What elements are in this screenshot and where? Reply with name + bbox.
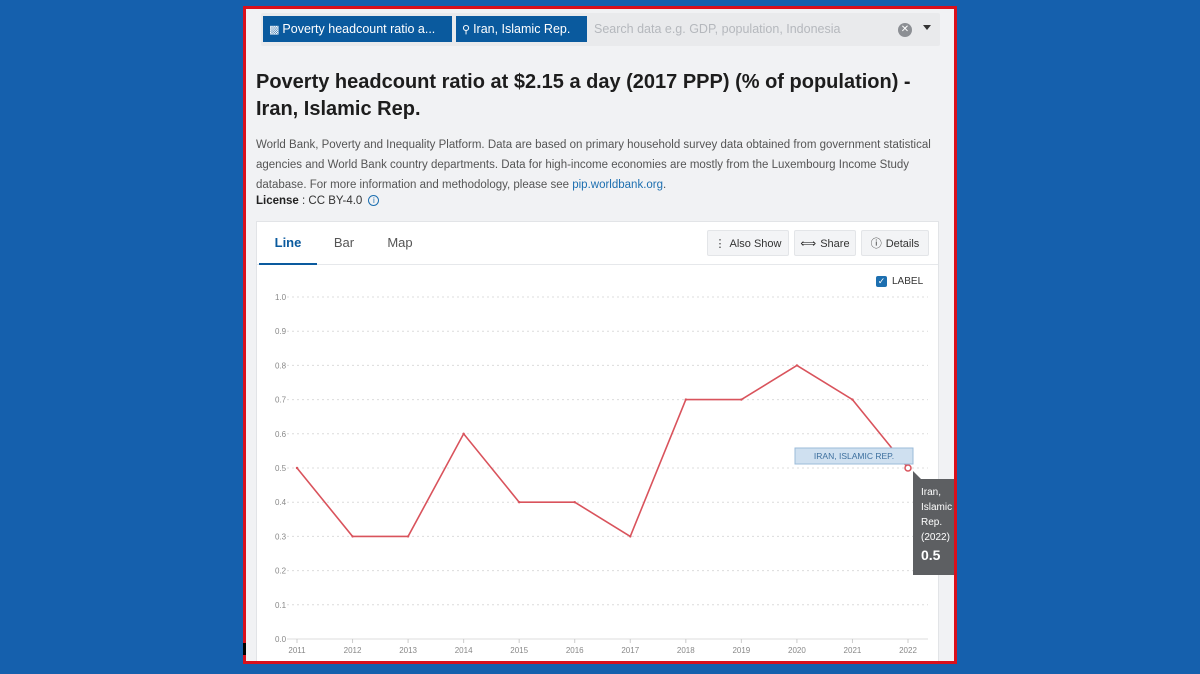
- info-icon[interactable]: i: [368, 195, 380, 206]
- details-button[interactable]: ⓘ Details: [861, 230, 929, 256]
- indicator-filter-pill[interactable]: ▩ Poverty headcount ratio a...: [263, 16, 452, 42]
- embedded-screenshot-frame: ▩ Poverty headcount ratio a... ⚲ Iran, Isl…: [243, 6, 957, 664]
- share-label: Share: [820, 238, 850, 250]
- x-tick-label: 2020: [788, 646, 806, 655]
- y-tick-label: 0.5: [275, 464, 287, 473]
- y-tick-label: 0.7: [275, 396, 287, 405]
- search-input[interactable]: Search data e.g. GDP, population, Indone…: [594, 22, 841, 36]
- data-point: [740, 398, 743, 401]
- label-toggle-text: LABEL: [892, 276, 924, 287]
- also-show-label: Also Show: [729, 238, 782, 250]
- tab-bar[interactable]: Bar: [333, 235, 355, 250]
- data-point: [351, 535, 354, 538]
- tooltip-value: 0.5: [921, 547, 941, 563]
- frame-edge: [243, 643, 246, 655]
- y-tick-label: 0.6: [275, 430, 287, 439]
- description-end: .: [663, 179, 667, 191]
- data-point: [904, 464, 912, 472]
- x-tick-label: 2021: [844, 646, 862, 655]
- y-tick-label: 0.3: [275, 532, 287, 541]
- data-point: [573, 501, 576, 504]
- data-point: [406, 535, 410, 538]
- country-filter-pill[interactable]: ⚲ Iran, Islamic Rep.: [456, 16, 587, 42]
- bar-chart-icon: ▩: [269, 24, 280, 36]
- x-tick-label: 2011: [288, 646, 306, 655]
- y-tick-label: 1.0: [275, 293, 287, 302]
- y-tick-label: 0.1: [275, 601, 287, 610]
- chevron-down-icon[interactable]: [923, 25, 931, 30]
- x-tick-label: 2014: [455, 646, 473, 655]
- tab-line[interactable]: Line: [259, 222, 317, 265]
- description-text: World Bank, Poverty and Inequality Platf…: [256, 139, 931, 191]
- tooltip-country: Iran, Islamic Rep.: [921, 487, 953, 528]
- data-point: [684, 398, 688, 401]
- x-tick-label: 2017: [621, 646, 639, 655]
- chart-card: Line Bar Map ⋮ Also Show ⟺ Share ⓘ Details …: [256, 221, 939, 661]
- data-point: [517, 501, 521, 504]
- license-value: : CC BY-4.0: [298, 195, 363, 207]
- y-tick-label: 0.2: [275, 567, 287, 576]
- x-tick-label: 2012: [344, 646, 362, 655]
- page-title: Poverty headcount ratio at $2.15 a day (…: [256, 71, 911, 120]
- location-pin-icon: ⚲: [462, 24, 471, 36]
- y-tick-label: 0.8: [275, 361, 287, 370]
- clear-icon[interactable]: ✕: [898, 23, 912, 37]
- country-pill-label: Iran, Islamic Rep.: [473, 22, 571, 36]
- y-tick-label: 0.0: [275, 635, 287, 644]
- x-tick-label: 2019: [732, 646, 750, 655]
- x-tick-label: 2013: [399, 646, 417, 655]
- data-point: [851, 398, 854, 401]
- tab-map[interactable]: Map: [387, 235, 413, 250]
- pip-link[interactable]: pip.worldbank.org: [572, 179, 664, 191]
- x-tick-label: 2018: [677, 646, 695, 655]
- tooltip-year: (2022): [921, 532, 950, 543]
- share-button[interactable]: ⟺ Share: [794, 230, 856, 256]
- also-show-button[interactable]: ⋮ Also Show: [707, 230, 789, 256]
- x-tick-label: 2016: [566, 646, 584, 655]
- search-bar[interactable]: ▩ Poverty headcount ratio a... ⚲ Iran, Isl…: [261, 13, 940, 46]
- license-info: License : CC BY-4.0 i: [256, 195, 380, 207]
- chart-tabs: Line Bar Map ⋮ Also Show ⟺ Share ⓘ Details: [257, 222, 938, 265]
- share-icon: ⟺: [800, 238, 817, 250]
- info-circle-icon: ⓘ: [870, 238, 882, 250]
- series-label: IRAN, ISLAMIC REP.: [814, 451, 894, 461]
- indicator-description: World Bank, Poverty and Inequality Platf…: [256, 135, 936, 195]
- data-point: [462, 432, 465, 435]
- data-point: [795, 364, 799, 367]
- y-tick-label: 0.4: [275, 498, 287, 507]
- license-label: License: [256, 195, 299, 207]
- details-label: Details: [885, 238, 920, 250]
- y-tick-label: 0.9: [275, 327, 287, 336]
- data-point: [629, 535, 632, 538]
- series-line: [296, 364, 909, 538]
- x-tick-label: 2015: [510, 646, 528, 655]
- series-label-box: [794, 447, 914, 465]
- line-chart: 0.0 0.1 0.2 0.3 0.4 0.5 0.6 0.7 0.8 0.9 1.0 2011 201…: [275, 293, 928, 655]
- data-point: [295, 466, 299, 470]
- more-vertical-icon: ⋮: [714, 238, 726, 250]
- indicator-pill-label: Poverty headcount ratio a...: [282, 22, 436, 36]
- x-tick-label: 2022: [899, 646, 917, 655]
- data-tooltip: Iran, Islamic Rep. (2022) 0.5: [913, 471, 954, 575]
- label-checkbox[interactable]: ✓: [876, 276, 887, 287]
